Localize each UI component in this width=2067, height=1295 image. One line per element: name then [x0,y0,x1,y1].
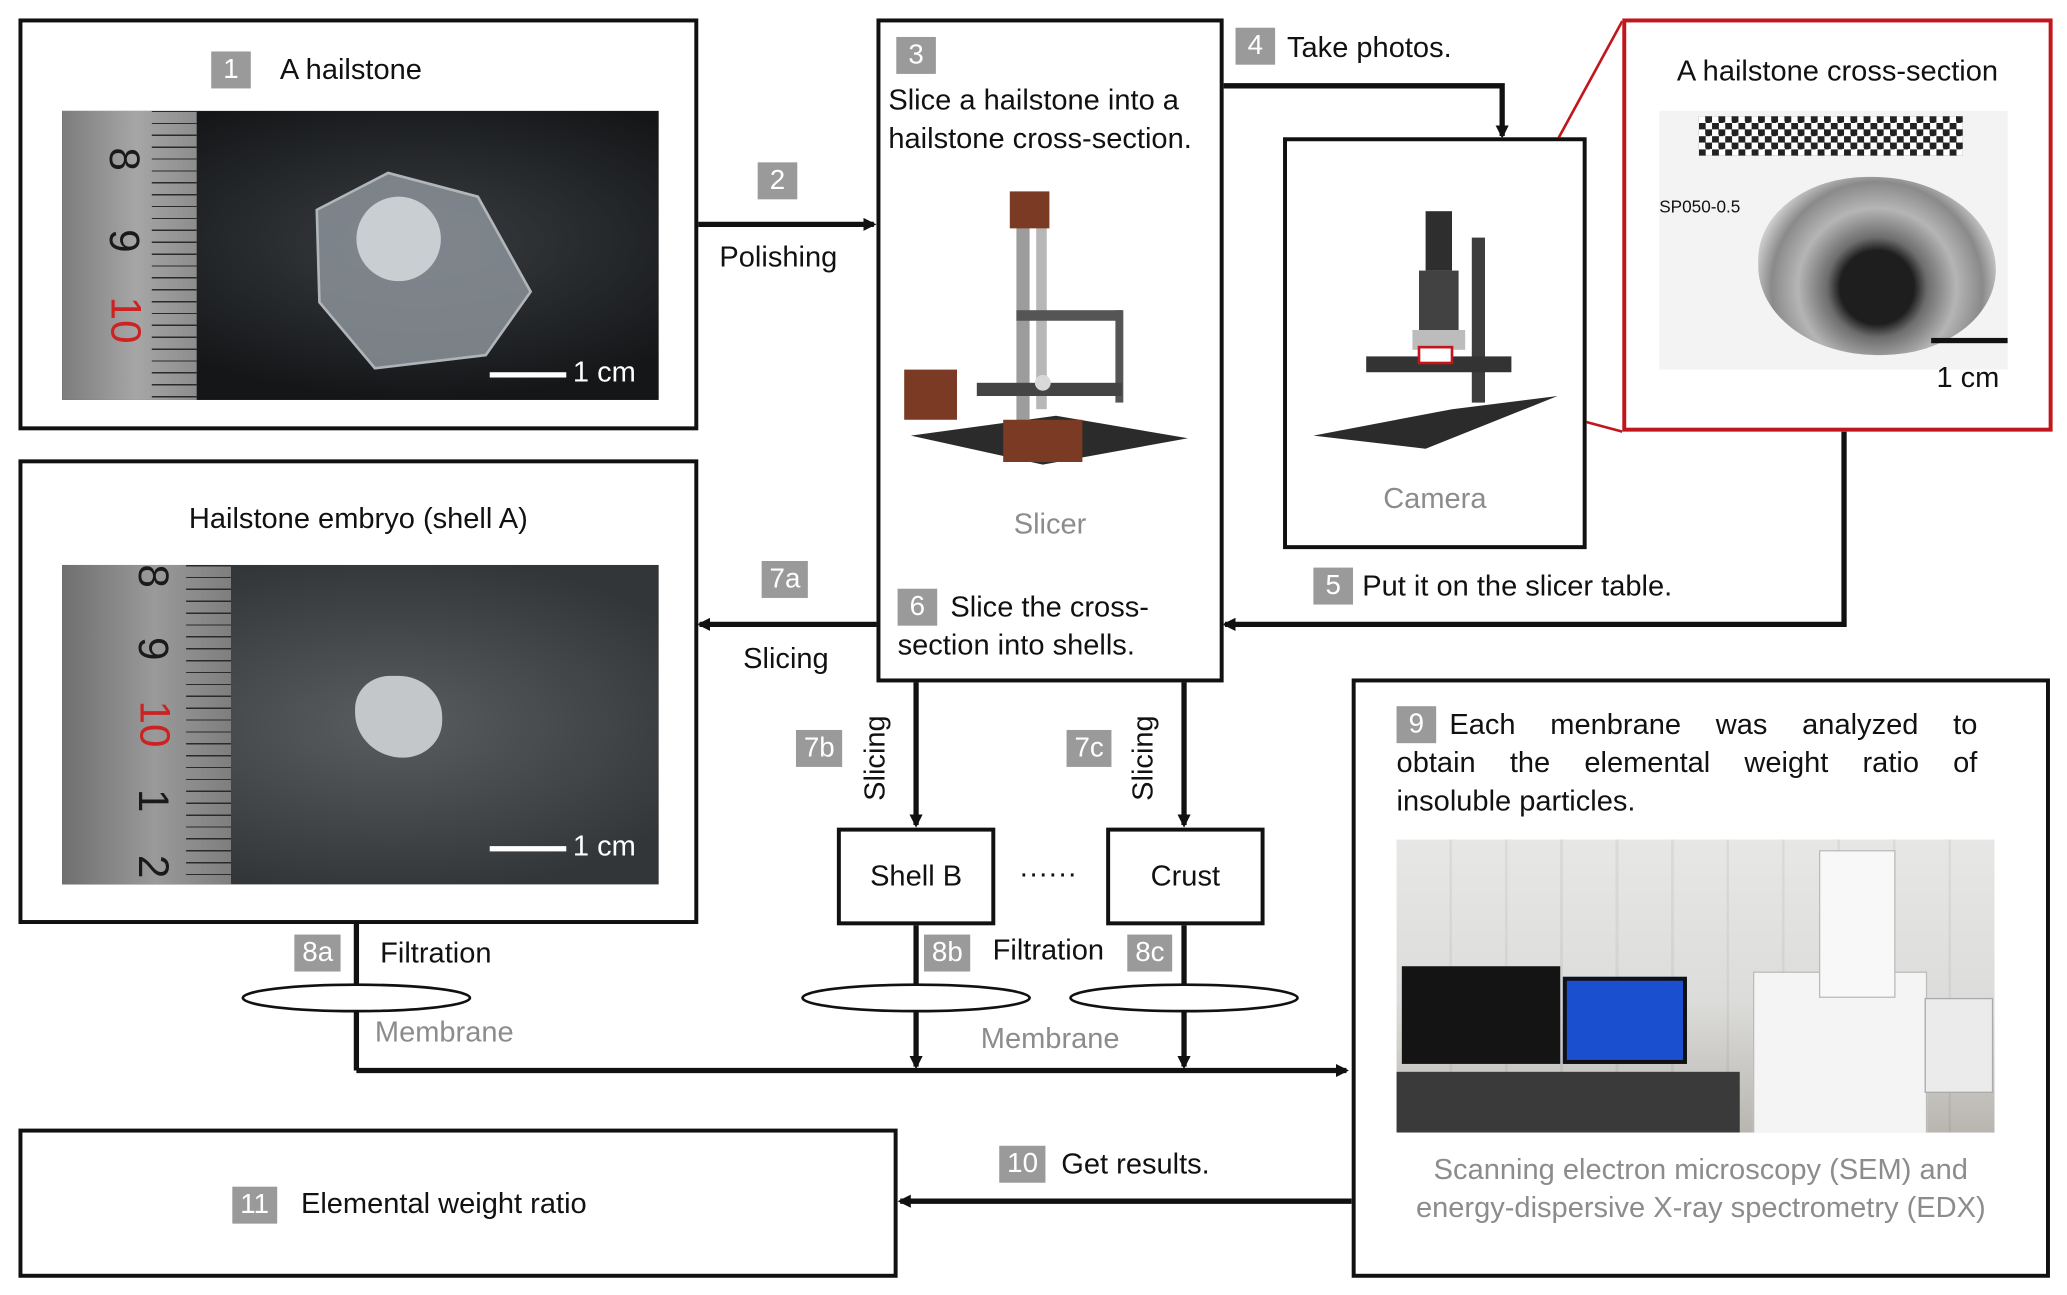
step-badge-1: 1 [211,51,251,89]
slicer-table-label: Put it on the slicer table. [1362,568,1673,602]
slicer-caption: Slicer [1013,506,1087,540]
cross-section-shape [1758,176,1996,356]
ruler-number: 9 [100,229,149,253]
step3-line2: hailstone cross-section. [888,121,1192,155]
desk [1396,1071,1740,1133]
camera-caption: Camera [1383,481,1487,515]
step-badge-11: 11 [232,1186,277,1224]
hailstone-photo: 8 9 10 1 cm [62,110,659,400]
crust-label: Crust [1150,859,1221,893]
sem-photo [1396,839,1995,1133]
shell-b-box [836,827,996,926]
step-badge-2: 2 [757,162,798,200]
cross-section-photo: SP050-0.5 [1659,110,2008,370]
step-badge-8a: 8a [294,934,342,972]
cross-section-title: A hailstone cross-section [1676,54,1999,88]
polishing-label: Polishing [719,240,838,274]
ellipsis: ······ [1019,856,1078,890]
crust-box [1106,827,1265,926]
step9-line1: Each menbrane was analyzed to [1449,707,1978,741]
result-label: Elemental weight ratio [300,1186,587,1220]
cross-section-scale-label: 1 cm [1936,360,2000,394]
step-badge-7b: 7b [795,729,843,767]
checker-pattern [1698,116,1963,156]
slicing-7a-label: Slicing [743,641,829,675]
hailstone-shape [315,171,533,370]
step9-line3: insoluble particles. [1396,784,1636,818]
ruler-number: 10 [131,700,179,748]
step-badge-8c: 8c [1127,934,1173,972]
sem-column [1818,850,1896,998]
step-badge-8b: 8b [924,934,971,972]
monitor-right [1562,976,1687,1064]
ruler-ticks [186,564,232,885]
ruler-number: 1 [129,788,178,813]
embryo-shape [355,675,443,758]
slicer-illustration [904,191,1188,465]
monitor-left [1401,966,1561,1064]
step-badge-7c: 7c [1066,729,1112,767]
ruler-number: 10 [102,296,150,344]
filtration-8a-label: Filtration [380,935,492,969]
membrane-bc-label: Membrane [980,1021,1120,1055]
step6-line2: section into shells. [897,628,1135,662]
step-badge-9: 9 [1396,706,1437,744]
take-photos-label: Take photos. [1287,30,1452,64]
ruler-number: 2 [129,854,178,879]
result-panel [18,1128,898,1278]
arrow-take-photos [1221,83,1509,139]
step-badge-7a: 7a [761,561,809,598]
slicing-7c-label: Slicing [1126,715,1160,801]
step3-line1: Slice a hailstone into a [888,83,1179,117]
scale-bar [489,846,567,852]
membrane-a-label: Membrane [374,1015,514,1049]
ruler-number: 8 [129,564,178,588]
ruler-ticks [151,110,197,400]
embryo-title: Hailstone embryo (shell A) [188,501,528,535]
scale-label: 1 cm [572,828,636,862]
step-badge-6: 6 [897,588,938,626]
step6-line1: Slice the cross- [950,590,1149,624]
step-badge-10: 10 [999,1145,1046,1183]
ruler-number: 9 [129,637,178,661]
ruler: 8 9 10 1 2 [62,564,232,885]
ruler: 8 9 10 [62,110,197,400]
step-badge-5: 5 [1313,567,1353,605]
step-badge-3: 3 [896,36,936,74]
scale-label: 1 cm [572,355,636,389]
embryo-photo: 8 9 10 1 2 1 cm [62,564,659,885]
slicing-7b-label: Slicing [858,715,892,801]
sem-caption-line2: energy-dispersive X-ray spectrometry (ED… [1415,1190,1986,1224]
membrane-b [801,983,1031,1013]
arrow-to-slicer-table [1222,431,1847,631]
step9-line2: obtain the elemental weight ratio of [1396,745,1978,779]
sample-code: SP050-0.5 [1659,196,1741,217]
filtration-8b-label: Filtration [992,933,1104,967]
hailstone-title: A hailstone [279,52,422,86]
step-badge-4: 4 [1235,27,1276,65]
side-cabinet [1924,997,1994,1093]
cross-section-scale-bar [1931,337,2008,344]
sem-caption-line1: Scanning electron microscopy (SEM) and [1433,1152,1968,1186]
camera-illustration [1313,211,1558,449]
ruler-number: 8 [100,147,149,171]
get-results-label: Get results. [1061,1147,1210,1181]
slicer-panel [876,18,1224,683]
membrane-c [1069,983,1299,1013]
shell-b-label: Shell B [870,859,963,893]
scale-bar [489,372,567,378]
membrane-a [241,983,472,1013]
